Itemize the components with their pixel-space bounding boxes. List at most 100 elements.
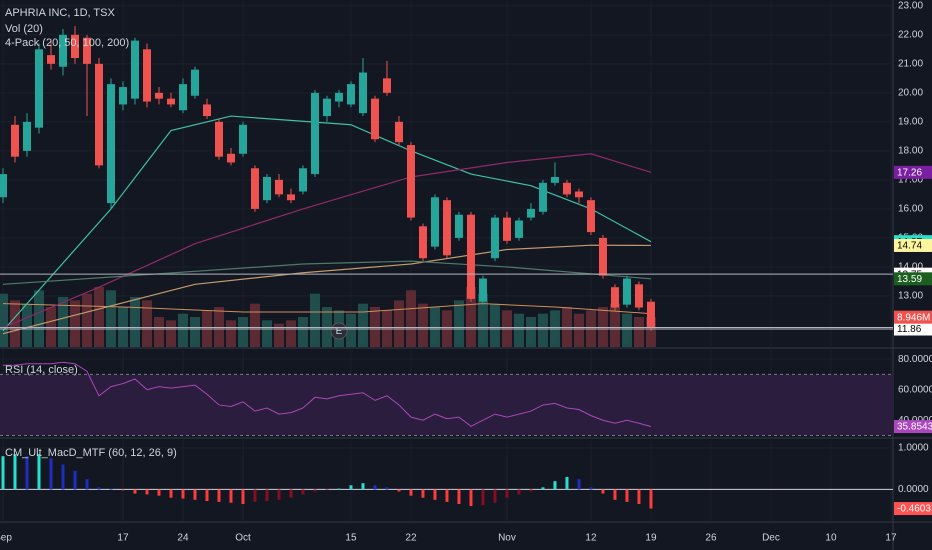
x-tick-label: 17 — [885, 533, 897, 544]
macd-bar — [541, 487, 545, 490]
candle-body — [418, 226, 427, 259]
volume-bar — [345, 313, 356, 347]
x-tick-label: 10 — [825, 533, 837, 544]
candle-body — [22, 121, 31, 151]
candle-body — [370, 98, 379, 140]
macd-bar — [565, 476, 569, 490]
candle-body — [634, 284, 643, 308]
macd-bar — [613, 489, 617, 500]
macd-bar — [589, 487, 593, 490]
macd-bar — [73, 470, 77, 490]
volume-bar — [45, 307, 56, 347]
volume-bar — [153, 317, 164, 347]
macd-bar — [49, 458, 53, 490]
y-tick-label: 0.0000 — [898, 484, 929, 495]
candle-body — [358, 72, 367, 114]
macd-bar — [553, 481, 557, 490]
volume-bar — [213, 307, 224, 347]
y-tick-label: 80.0000 — [898, 354, 932, 365]
macd-bar — [325, 489, 329, 491]
macd-bar — [277, 489, 281, 500]
volume-bar — [621, 313, 632, 347]
price-badge: 14.74 — [897, 241, 922, 252]
macd-bar — [109, 488, 113, 490]
macd-bar — [25, 456, 29, 490]
macd-bar — [637, 489, 641, 504]
candle-body — [442, 200, 451, 256]
volume-badge: 8.946M — [897, 312, 930, 323]
volume-bar — [57, 297, 68, 347]
macd-bar — [649, 489, 653, 509]
macd-title: CM_Ult_MacD_MTF (60, 12, 26, 9) — [5, 447, 177, 459]
x-tick-label: Dec — [762, 533, 780, 544]
candle-body — [262, 176, 271, 201]
macd-bar — [289, 489, 293, 498]
macd-bar — [265, 489, 269, 502]
candle-body — [514, 220, 523, 238]
volume-bar — [357, 303, 368, 347]
volume-bar — [177, 313, 188, 347]
volume-bar — [165, 320, 176, 347]
ma-title: 4-Pack (20, 50, 100, 200) — [5, 37, 129, 49]
macd-bar — [313, 489, 317, 492]
x-tick-label: 12 — [585, 533, 597, 544]
volume-bar — [573, 313, 584, 347]
volume-bar — [321, 307, 332, 347]
candle-body — [322, 98, 331, 117]
price-badge-bg — [894, 238, 932, 252]
moving-average-line — [2, 115, 652, 332]
macd-bar — [97, 487, 101, 490]
candle-body — [406, 145, 415, 218]
macd-bar — [409, 489, 413, 496]
rsi-badge: 35.8543 — [897, 422, 932, 433]
candle-body — [94, 63, 103, 166]
candle-body — [346, 84, 355, 105]
price-badge: 17.26 — [897, 167, 922, 178]
rsi-title: RSI (14, close) — [5, 364, 78, 376]
macd-bar — [601, 489, 605, 494]
volume-bar — [273, 323, 284, 347]
candle-body — [490, 217, 499, 259]
candle-body — [478, 278, 487, 302]
candle-body — [502, 217, 511, 241]
candle-body — [526, 208, 535, 218]
macd-bar — [577, 479, 581, 490]
volume-bar — [93, 287, 104, 347]
candle-body — [574, 191, 583, 198]
macd-bar — [445, 489, 449, 502]
candle-body — [214, 121, 223, 157]
volume-bar — [141, 300, 152, 347]
candle-body — [610, 287, 619, 308]
price-badge-bg — [894, 165, 932, 179]
volume-bar — [81, 293, 92, 347]
macd-bar — [169, 489, 173, 498]
candle-body — [130, 40, 139, 99]
candle-body — [118, 87, 127, 105]
macd-bar — [625, 489, 629, 502]
price-badge-bg — [894, 322, 932, 336]
volume-bar — [597, 307, 608, 347]
candle-body — [310, 92, 319, 175]
candle-body — [106, 84, 115, 204]
candle-body — [538, 182, 547, 212]
volume-bar — [285, 320, 296, 347]
volume-bar — [561, 307, 572, 347]
volume-ma-line — [2, 303, 652, 315]
volume-bar — [0, 293, 8, 347]
volume-bar — [261, 320, 272, 347]
price-badge-bg — [894, 272, 932, 286]
y-tick-label: 16.00 — [898, 204, 923, 215]
y-tick-label: 22.00 — [898, 29, 923, 40]
macd-bar — [493, 489, 497, 503]
x-tick-label: 26 — [705, 533, 717, 544]
x-tick-label: 15 — [345, 533, 357, 544]
volume-bar — [429, 307, 440, 347]
macd-bar — [121, 489, 125, 491]
volume-bar — [129, 297, 140, 347]
candle-body — [454, 214, 463, 238]
candle-body — [274, 179, 283, 195]
moving-average-line — [2, 244, 651, 335]
candle-body — [226, 153, 235, 163]
macd-bar — [37, 454, 41, 490]
moving-average-line — [2, 153, 652, 329]
